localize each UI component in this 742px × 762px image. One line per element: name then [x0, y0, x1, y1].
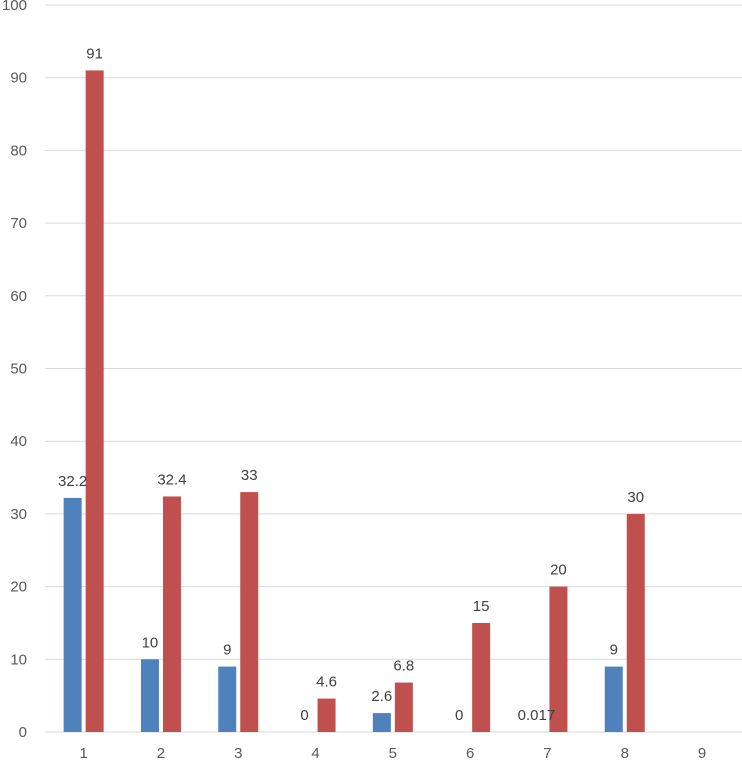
gridlines [45, 4, 742, 733]
data-label: 32.2 [58, 473, 87, 490]
y-tick-label: 0 [19, 724, 27, 741]
y-tick-label: 50 [10, 361, 27, 378]
data-label: 4.6 [316, 674, 337, 691]
bar [549, 586, 568, 732]
x-tick-label: 3 [234, 745, 242, 762]
data-label: 10 [142, 634, 159, 651]
bar [218, 666, 237, 732]
data-label: 20 [550, 562, 567, 579]
y-tick-label: 60 [10, 288, 27, 305]
data-label: 0.017 [518, 707, 556, 724]
x-tick-label: 2 [157, 745, 165, 762]
bar [140, 659, 159, 732]
y-tick-label: 70 [10, 215, 27, 232]
y-tick-label: 20 [10, 579, 27, 596]
x-tick-label: 6 [466, 745, 474, 762]
bars [63, 70, 645, 733]
data-label: 6.8 [393, 658, 414, 675]
data-labels: 32.2 10 9 0 2.6 0 0.017 9 91 32.4 33 4.6 6.8 15 20 30 [58, 45, 644, 724]
x-axis-ticks: 1 2 3 4 5 6 7 8 9 [79, 745, 706, 762]
bar [394, 682, 413, 732]
y-tick-label: 90 [10, 70, 27, 87]
data-label: 15 [473, 598, 490, 615]
data-label: 0 [455, 707, 463, 724]
y-tick-label: 30 [10, 506, 27, 523]
x-tick-label: 9 [698, 745, 706, 762]
data-label: 32.4 [157, 471, 186, 488]
y-axis-ticks: 0 10 20 30 40 50 60 70 80 90 100 [2, 0, 27, 741]
bar [317, 698, 336, 732]
data-label: 2.6 [371, 688, 392, 705]
data-label: 33 [241, 467, 258, 484]
data-label: 91 [86, 45, 103, 62]
x-tick-label: 8 [621, 745, 629, 762]
bar [626, 513, 645, 732]
bar [604, 666, 623, 732]
bar [63, 497, 82, 732]
x-tick-label: 7 [543, 745, 551, 762]
bar [240, 492, 259, 732]
x-tick-label: 4 [311, 745, 319, 762]
x-tick-label: 1 [79, 745, 87, 762]
data-label: 0 [300, 707, 308, 724]
x-tick-label: 5 [389, 745, 397, 762]
bar [85, 70, 104, 733]
bar [372, 713, 391, 732]
bar [162, 496, 181, 732]
y-tick-label: 100 [2, 0, 27, 14]
y-tick-label: 40 [10, 433, 27, 450]
data-label: 30 [627, 489, 644, 506]
y-tick-label: 10 [10, 651, 27, 668]
data-label: 9 [223, 642, 231, 659]
data-label: 9 [610, 642, 618, 659]
bar [472, 622, 491, 732]
y-tick-label: 80 [10, 142, 27, 159]
